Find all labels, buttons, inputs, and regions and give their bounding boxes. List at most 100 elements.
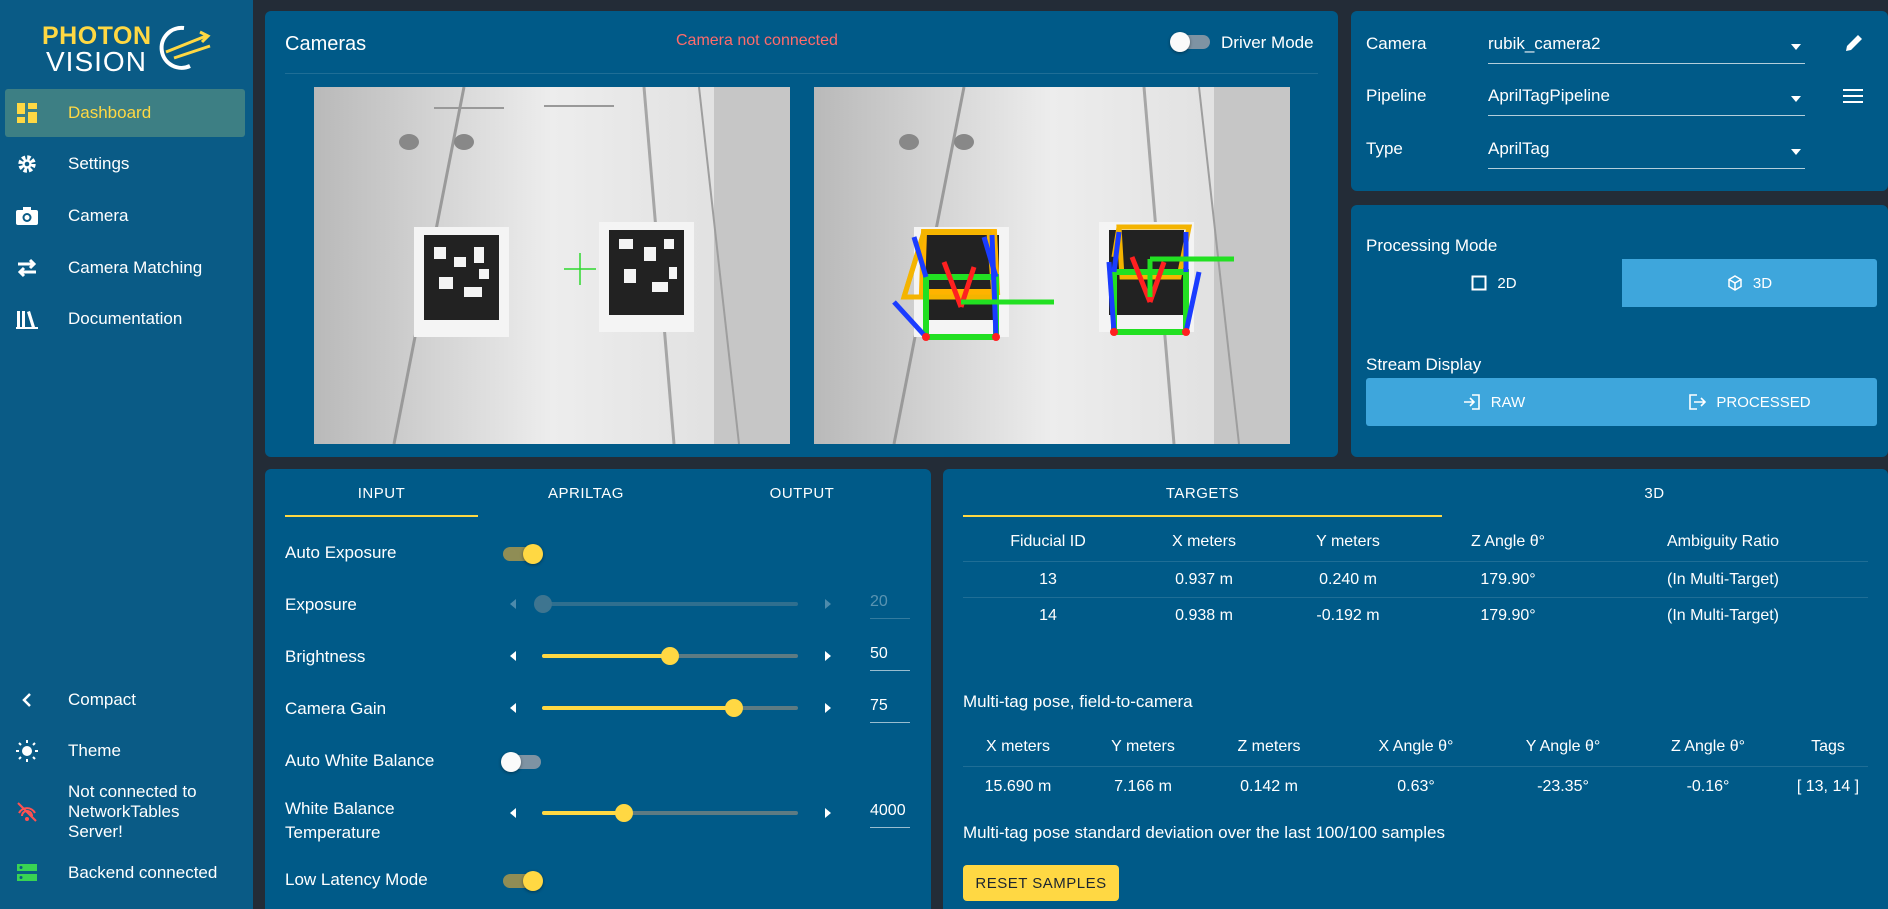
wb-temperature-increment-icon[interactable] <box>825 808 831 818</box>
wb-temperature-slider-thumb[interactable] <box>614 804 633 822</box>
sidebar-item-dashboard[interactable]: Dashboard <box>5 89 245 137</box>
backend-status: Backend connected <box>5 849 245 897</box>
camera-gain-increment-icon[interactable] <box>825 703 831 713</box>
tab-apriltag[interactable]: APRILTAG <box>548 484 624 502</box>
sidebar-item-label: Documentation <box>68 309 183 328</box>
tab-output[interactable]: OUTPUT <box>769 484 835 502</box>
driver-mode-switch[interactable] <box>1170 32 1210 52</box>
camera-pipeline-panel: Camera rubik_camera2 Pipeline AprilTagPi… <box>1351 11 1888 191</box>
brightness-increment-icon[interactable] <box>825 651 831 661</box>
camera-gain-label: Camera Gain <box>285 699 387 718</box>
brightness-decrement-icon[interactable] <box>510 651 516 661</box>
camera-gain-slider[interactable] <box>542 699 798 717</box>
sidebar-item-label: Dashboard <box>68 103 152 122</box>
sidebar-compact-toggle[interactable]: Compact <box>5 676 245 724</box>
pipeline-label: Pipeline <box>1366 86 1427 105</box>
col-multitag-y-angle: Y Angle θ° <box>1525 738 1601 755</box>
targets-panel: TARGETS 3D Fiducial ID X meters Y meters… <box>943 469 1888 909</box>
login-icon <box>1463 394 1481 410</box>
library-icon <box>15 307 39 331</box>
sidebar-item-documentation[interactable]: Documentation <box>5 295 245 343</box>
camera-select[interactable]: rubik_camera2 <box>1488 32 1805 64</box>
active-tab-indicator <box>963 515 1442 517</box>
auto-exposure-switch[interactable] <box>503 544 543 564</box>
exposure-slider-thumb[interactable] <box>534 595 553 613</box>
stddev-title: Multi-tag pose standard deviation over t… <box>963 823 1445 842</box>
cameras-panel: Cameras Camera not connected Driver Mode <box>265 11 1338 457</box>
chevron-down-icon <box>1791 44 1801 50</box>
compact-label: Compact <box>68 690 137 709</box>
sidebar-item-label: Camera <box>68 206 129 225</box>
exposure-decrement-icon[interactable] <box>510 599 516 609</box>
exposure-slider[interactable] <box>534 595 798 613</box>
tab-targets[interactable]: TARGETS <box>1165 484 1240 502</box>
processing-panel: Processing Mode 2D 3D Stream Display RAW… <box>1351 205 1888 457</box>
camera-icon <box>15 204 39 228</box>
sidebar-theme-toggle[interactable]: Theme <box>5 727 245 775</box>
col-multitag-z-angle: Z Angle θ° <box>1671 738 1745 755</box>
sidebar-item-camera-matching[interactable]: Camera Matching <box>5 244 245 292</box>
networktables-status: Not connected to NetworkTables Server! <box>5 782 245 842</box>
type-label: Type <box>1366 139 1403 158</box>
stream-display-group <box>1366 378 1877 426</box>
col-x-meters: X meters <box>1171 533 1236 550</box>
auto-exposure-label: Auto Exposure <box>285 543 397 562</box>
col-multitag-x: X meters <box>985 738 1050 755</box>
col-fiducial-id: Fiducial ID <box>1010 533 1086 550</box>
exposure-value[interactable]: 20 <box>870 593 910 619</box>
col-multitag-z: Z meters <box>1237 738 1301 755</box>
pencil-icon[interactable] <box>1844 33 1864 58</box>
stream-display-label: Stream Display <box>1366 355 1482 374</box>
camera-gain-value[interactable]: 75 <box>870 697 910 723</box>
camera-warning: Camera not connected <box>676 32 838 49</box>
col-multitag-y: Y meters <box>1111 738 1175 755</box>
logo-mark-icon <box>159 25 211 70</box>
cameras-title: Cameras <box>285 33 367 55</box>
col-y-meters: Y meters <box>1316 533 1380 550</box>
col-z-angle: Z Angle θ° <box>1471 533 1545 550</box>
processed-stream-image <box>814 87 1290 444</box>
brightness-slider-thumb[interactable] <box>661 647 679 665</box>
square-icon <box>1471 275 1487 291</box>
stream-processed-button[interactable]: PROCESSED <box>1622 378 1877 426</box>
active-tab-indicator <box>285 515 478 517</box>
theme-label: Theme <box>68 741 121 760</box>
pipeline-select[interactable]: AprilTagPipeline <box>1488 84 1805 116</box>
tab-3d[interactable]: 3D <box>1644 484 1665 502</box>
wb-temperature-decrement-icon[interactable] <box>510 808 516 818</box>
logout-icon <box>1688 394 1707 410</box>
brightness-value[interactable]: 50 <box>870 645 910 671</box>
raw-stream-image <box>314 87 790 444</box>
menu-icon[interactable] <box>1843 88 1863 109</box>
multitag-pose-title: Multi-tag pose, field-to-camera <box>963 692 1193 711</box>
low-latency-label: Low Latency Mode <box>285 870 428 889</box>
auto-white-balance-switch[interactable] <box>501 752 541 772</box>
camera-gain-decrement-icon[interactable] <box>510 703 516 713</box>
sun-icon <box>15 739 39 763</box>
exposure-label: Exposure <box>285 595 357 614</box>
reset-samples-button[interactable]: RESET SAMPLES <box>963 865 1119 901</box>
driver-mode-label: Driver Mode <box>1221 33 1314 52</box>
sidebar-item-camera[interactable]: Camera <box>5 192 245 240</box>
chevron-down-icon <box>1791 96 1801 102</box>
exposure-increment-icon[interactable] <box>825 599 831 609</box>
sidebar-item-label: Settings <box>68 154 130 173</box>
type-select[interactable]: AprilTag <box>1488 137 1805 169</box>
sidebar-item-settings[interactable]: Settings <box>5 140 245 188</box>
camera-gain-slider-thumb[interactable] <box>725 699 743 717</box>
processing-mode-label: Processing Mode <box>1366 236 1498 255</box>
sidebar: PHOTON VISION Dashboard Settings Camera … <box>0 0 253 909</box>
wb-temperature-value[interactable]: 4000 <box>870 802 910 828</box>
col-multitag-tags: Tags <box>1811 738 1845 755</box>
swap-icon <box>15 256 39 280</box>
mode-2d-button[interactable]: 2D <box>1366 259 1622 307</box>
settings-tabs-panel: INPUT APRILTAG OUTPUT Auto Exposure Expo… <box>265 469 931 909</box>
wb-temperature-slider[interactable] <box>542 804 798 822</box>
col-ambiguity-ratio: Ambiguity Ratio <box>1666 533 1780 550</box>
tab-input[interactable]: INPUT <box>357 484 406 502</box>
stream-raw-button[interactable]: RAW <box>1366 378 1622 426</box>
mode-3d-button[interactable]: 3D <box>1622 259 1877 307</box>
low-latency-switch[interactable] <box>503 871 543 891</box>
brightness-slider[interactable] <box>542 647 798 665</box>
col-multitag-x-angle: X Angle θ° <box>1378 738 1454 755</box>
